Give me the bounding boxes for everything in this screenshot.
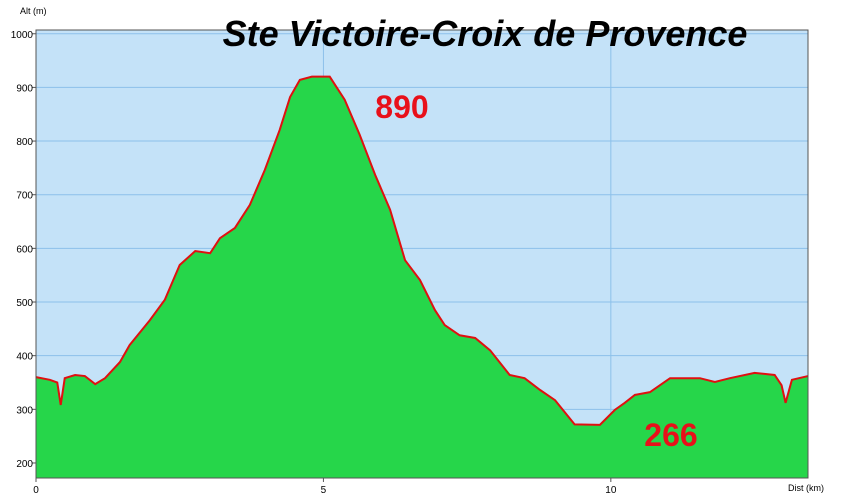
marks [35,75,809,478]
y-tick-label: 700 [16,191,33,202]
area [36,76,808,478]
x-axis-label: Dist (km) [788,483,824,493]
y-tick-label: 800 [16,137,33,148]
y-tick-label: 900 [16,83,33,94]
x-tick-label: 10 [605,485,617,496]
y-tick-label: 600 [16,244,33,255]
y-tick-label: 1000 [11,30,34,41]
annotation: 890 [375,89,428,125]
y-axis-label: Alt (m) [20,6,47,16]
y-tick-label: 400 [16,352,33,363]
y-tick-label: 200 [16,459,33,470]
ticks: 200 300 400 500 600 700 800 900 1000 0 5 10 [11,30,617,496]
y-tick-label: 300 [16,405,33,416]
line [35,75,809,426]
y-tick-label: 500 [16,298,33,309]
x-tick-label: 5 [321,485,327,496]
plot-frame [35,29,809,479]
chart-title: Ste Victoire-Croix de Provence [223,13,748,54]
x-tick-label: 0 [33,485,39,496]
annotation: 266 [644,417,697,453]
